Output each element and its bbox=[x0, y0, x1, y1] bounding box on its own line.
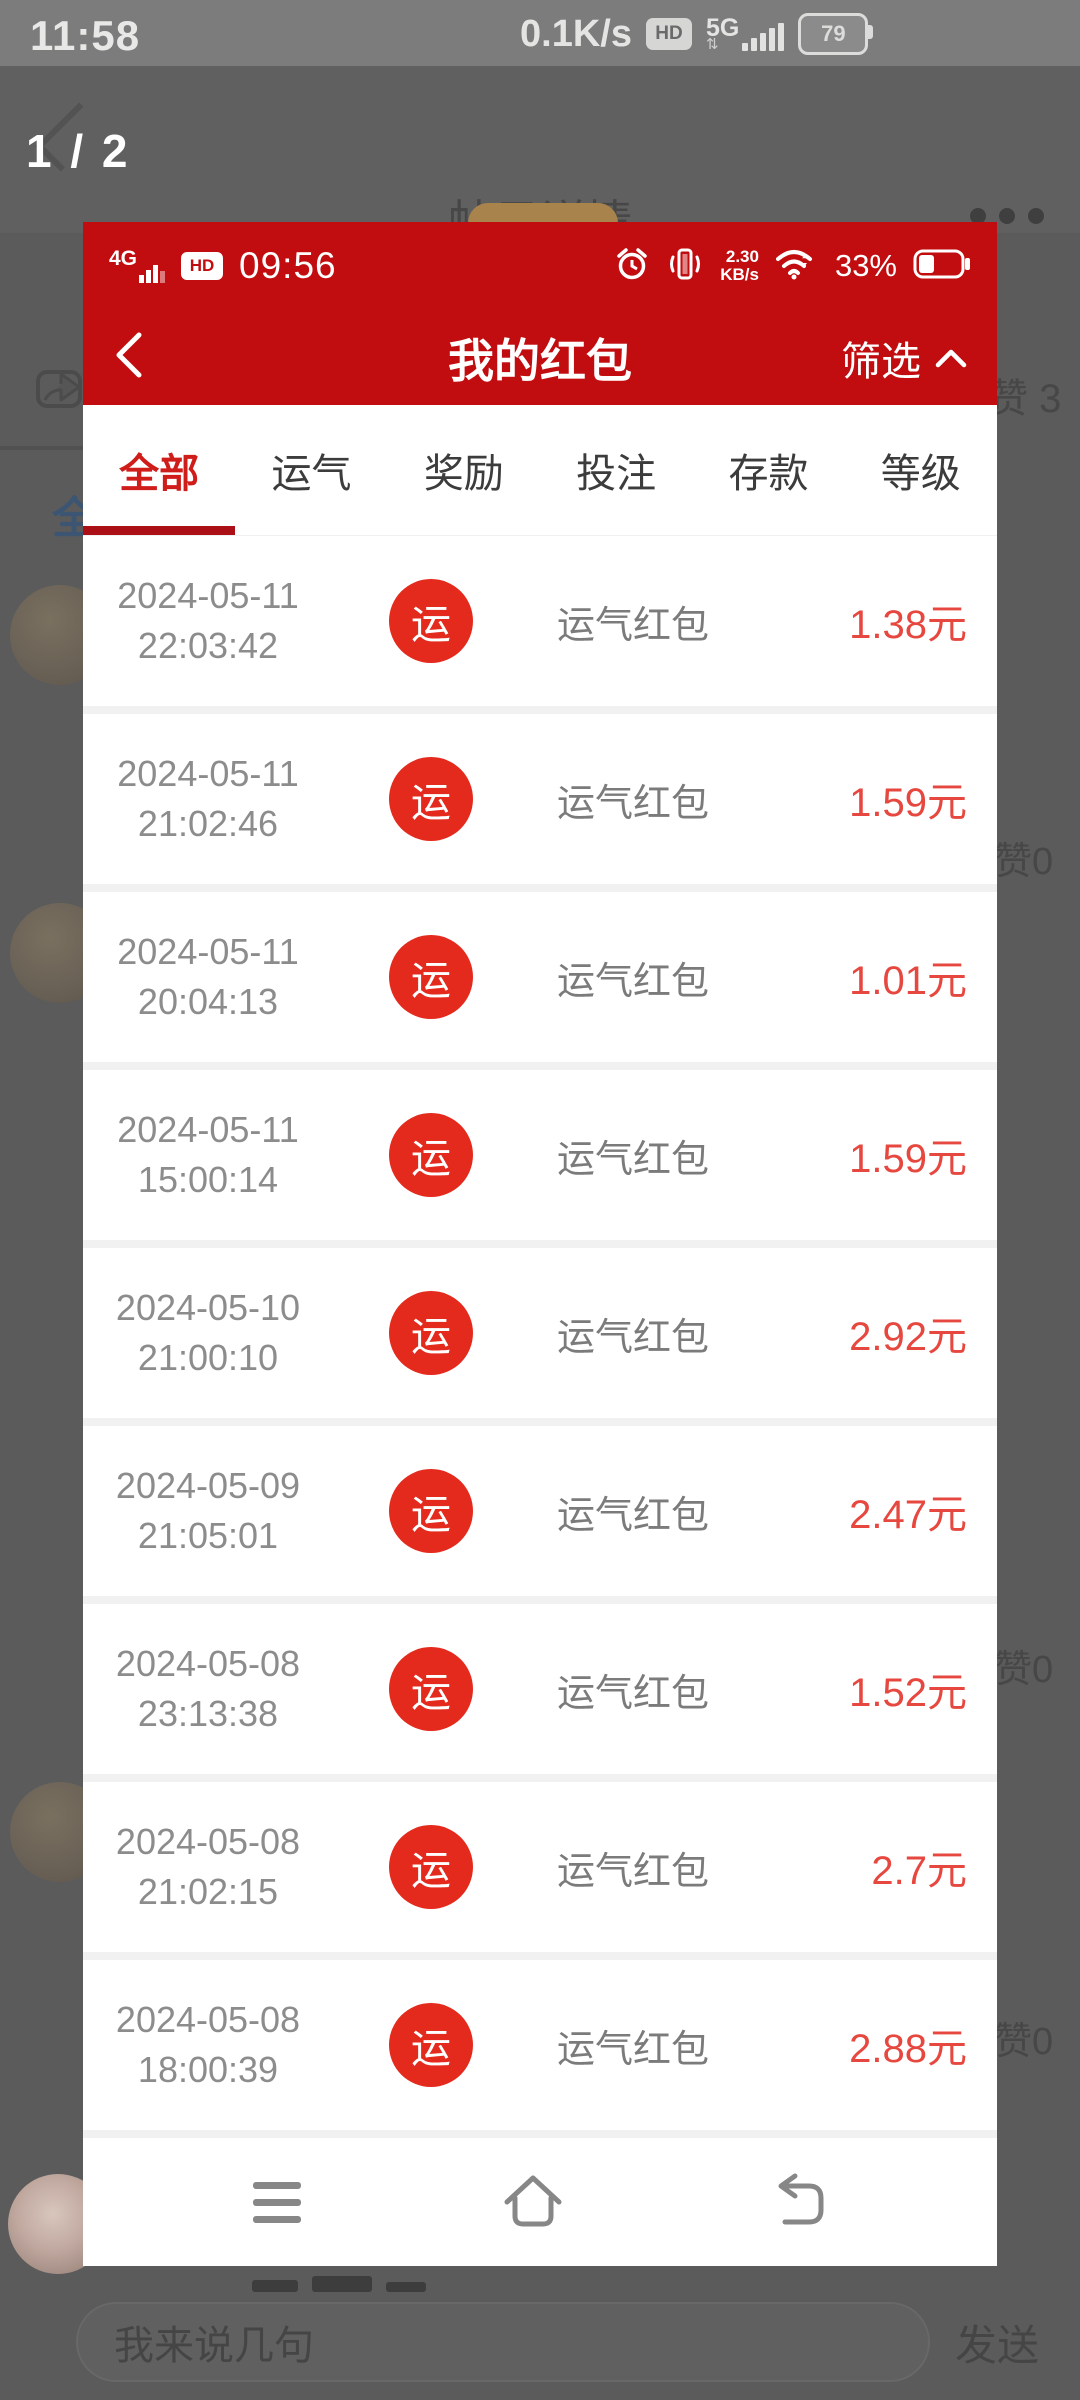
cellular-4g-icon: 4G bbox=[109, 248, 166, 283]
like-count-badge[interactable]: 赞 3 bbox=[988, 377, 1062, 421]
tab-bar: 全部 运气 奖励 投注 存款 等级 bbox=[83, 405, 997, 536]
back-icon[interactable] bbox=[113, 331, 143, 384]
record-datetime: 2024-05-11 15:00:14 bbox=[117, 1109, 299, 1200]
tab-4[interactable]: 存款 bbox=[728, 452, 809, 496]
app-clock: 09:56 bbox=[239, 245, 337, 286]
luck-badge-icon: 运 bbox=[389, 1113, 473, 1197]
like-count-badge[interactable]: 赞0 bbox=[994, 1649, 1054, 1691]
network-speed-text: 2.30 KB/s bbox=[720, 247, 759, 284]
luck-badge-icon: 运 bbox=[389, 757, 473, 841]
tab-1[interactable]: 运气 bbox=[271, 452, 352, 496]
luck-badge-icon: 运 bbox=[389, 2003, 473, 2087]
outer-clock: 11:58 bbox=[30, 12, 141, 59]
share-forward-icon[interactable] bbox=[34, 360, 88, 417]
record-amount: 2.47元 bbox=[849, 1493, 967, 1537]
cellular-signal-icon: 5G ⇅ bbox=[706, 16, 785, 52]
record-amount: 2.88元 bbox=[849, 2027, 967, 2071]
red-packet-row[interactable]: 2024-05-11 15:00:14 运 运气红包 1.59元 bbox=[83, 1070, 997, 1248]
red-packet-row[interactable]: 2024-05-11 20:04:13 运 运气红包 1.01元 bbox=[83, 892, 997, 1070]
hd-volte-icon: HD bbox=[645, 18, 692, 50]
red-packet-list: 2024-05-11 22:03:42 运运气红包 1.38元 2024-05-11 21… bbox=[83, 536, 997, 2138]
more-menu-icon[interactable] bbox=[970, 208, 1044, 224]
luck-badge-icon: 运 bbox=[389, 1291, 473, 1375]
wifi-icon bbox=[775, 247, 819, 286]
tab-0[interactable]: 全部 bbox=[83, 405, 236, 535]
tab-2[interactable]: 奖励 bbox=[423, 452, 504, 496]
network-speed-text: 0.1K/s bbox=[520, 12, 632, 55]
filter-button[interactable]: 筛选 bbox=[841, 329, 967, 387]
like-count-badge[interactable]: 赞0 bbox=[994, 841, 1054, 883]
record-type: 运气红包 bbox=[556, 2028, 709, 2071]
image-page-indicator: 1 / 2 bbox=[26, 125, 131, 177]
luck-badge-icon: 运 bbox=[389, 1647, 473, 1731]
record-type: 运气红包 bbox=[556, 1494, 709, 1537]
record-datetime: 2024-05-11 22:03:42 bbox=[117, 575, 299, 666]
record-amount: 1.01元 bbox=[849, 959, 967, 1003]
red-packet-row[interactable]: 2024-05-08 18:00:39 运 运气红包 2.88元 bbox=[83, 1960, 997, 2138]
outer-status-icons: 0.1K/s HD 5G ⇅ 79 bbox=[520, 8, 874, 60]
luck-badge-icon: 运 bbox=[389, 579, 473, 663]
record-amount: 2.7元 bbox=[871, 1849, 967, 1893]
vibrate-icon bbox=[666, 246, 704, 287]
record-type: 运气红包 bbox=[556, 1850, 709, 1893]
tab-5[interactable]: 等级 bbox=[880, 452, 961, 496]
app-nav-bar: 我的红包 筛选 bbox=[83, 310, 997, 405]
red-packet-row[interactable]: 2024-05-11 22:03:42 运 运气红包 1.38元 bbox=[83, 536, 997, 714]
record-amount: 1.52元 bbox=[849, 1671, 967, 1715]
record-datetime: 2024-05-10 21:00:10 bbox=[115, 1287, 301, 1378]
back-nav-icon[interactable] bbox=[765, 2172, 827, 2233]
record-type: 运气红包 bbox=[556, 782, 709, 825]
outer-status-bar: 11:58 0.1K/s HD 5G ⇅ 79 bbox=[0, 0, 1080, 66]
luck-badge-icon: 运 bbox=[389, 1469, 473, 1553]
luck-badge-icon: 运 bbox=[389, 935, 473, 1019]
record-datetime: 2024-05-09 21:05:01 bbox=[115, 1465, 301, 1556]
like-count-badge[interactable]: 赞0 bbox=[994, 2021, 1054, 2063]
post-image-peek bbox=[468, 203, 618, 223]
hd-volte-icon: HD bbox=[181, 252, 224, 280]
luck-badge-icon: 运 bbox=[389, 1825, 473, 1909]
app-status-bar: 4G HD 09:56 bbox=[83, 222, 997, 310]
red-packet-row[interactable]: 2024-05-09 21:05:01 运 运气红包 2.47元 bbox=[83, 1426, 997, 1604]
record-amount: 1.59元 bbox=[849, 781, 967, 825]
alarm-icon bbox=[614, 246, 650, 287]
occluded-text-fragment bbox=[252, 2276, 426, 2292]
record-type: 运气红包 bbox=[556, 1672, 709, 1715]
tab-3[interactable]: 投注 bbox=[576, 452, 657, 496]
record-type: 运气红包 bbox=[556, 604, 709, 647]
record-amount: 1.38元 bbox=[849, 603, 967, 647]
comment-input[interactable]: 我来说几句 bbox=[76, 2302, 930, 2382]
recents-icon[interactable] bbox=[252, 2181, 301, 2223]
record-datetime: 2024-05-11 20:04:13 bbox=[117, 931, 299, 1022]
red-packet-row[interactable]: 2024-05-08 23:13:38 运 运气红包 1.52元 bbox=[83, 1604, 997, 1782]
red-packet-row[interactable]: 2024-05-08 21:02:15 运 运气红包 2.7元 bbox=[83, 1782, 997, 1960]
record-datetime: 2024-05-08 18:00:39 bbox=[115, 1999, 301, 2090]
home-icon[interactable] bbox=[500, 2170, 566, 2235]
battery-percent-text: 33% bbox=[834, 248, 897, 283]
record-amount: 1.59元 bbox=[849, 1137, 967, 1181]
red-packet-row[interactable]: 2024-05-11 21:02:46 运 运气红包 1.59元 bbox=[83, 714, 997, 892]
record-datetime: 2024-05-08 21:02:15 bbox=[115, 1821, 301, 1912]
record-type: 运气红包 bbox=[556, 960, 709, 1003]
chevron-up-icon bbox=[935, 349, 967, 367]
record-datetime: 2024-05-11 21:02:46 bbox=[117, 753, 299, 844]
battery-icon: 79 bbox=[798, 13, 874, 55]
record-type: 运气红包 bbox=[556, 1138, 709, 1181]
page-title: 我的红包 bbox=[448, 334, 632, 387]
comment-placeholder: 我来说几句 bbox=[114, 2324, 314, 2368]
send-button[interactable]: 发送 bbox=[954, 2321, 1039, 2369]
chat-divider bbox=[0, 446, 84, 450]
record-type: 运气红包 bbox=[556, 1316, 709, 1359]
battery-icon bbox=[913, 249, 971, 284]
red-packet-row[interactable]: 2024-05-10 21:00:10 运 运气红包 2.92元 bbox=[83, 1248, 997, 1426]
red-packet-screenshot: 4G HD 09:56 bbox=[83, 222, 997, 2266]
android-nav-bar bbox=[83, 2138, 997, 2266]
record-amount: 2.92元 bbox=[849, 1315, 967, 1359]
record-datetime: 2024-05-08 23:13:38 bbox=[115, 1643, 301, 1734]
